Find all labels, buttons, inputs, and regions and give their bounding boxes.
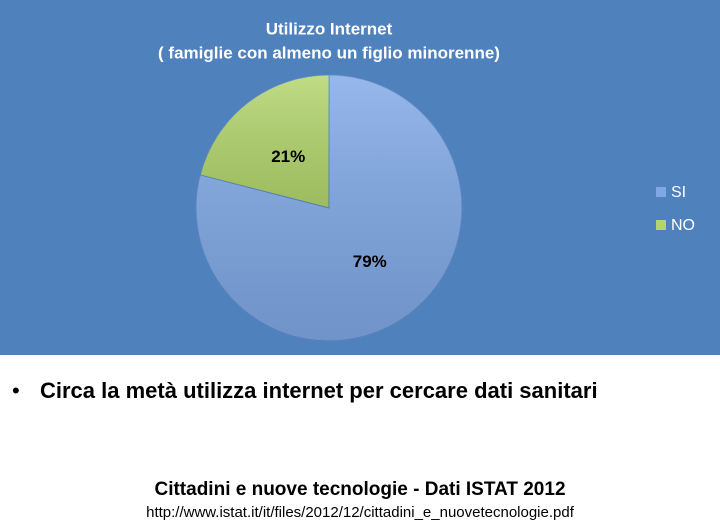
value-label: 79%: [353, 252, 387, 271]
chart-subtitle: ( famiglie con almeno un figlio minorenn…: [158, 43, 500, 62]
legend-swatch: [656, 187, 666, 197]
legend-swatch: [656, 220, 666, 230]
source-url: http://www.istat.it/it/files/2012/12/cit…: [146, 504, 575, 521]
legend-label: NO: [671, 217, 695, 234]
slice-shade: [200, 75, 329, 208]
bullet-text: Circa la metà utilizza internet per cerc…: [40, 378, 598, 403]
bullet-marker: •: [12, 378, 20, 403]
legend: SI NO: [656, 184, 695, 234]
pie: 79% 21%: [195, 74, 463, 342]
source-title: Cittadini e nuove tecnologie - Dati ISTA…: [154, 479, 565, 500]
chart-title: Utilizzo Internet: [266, 19, 393, 38]
legend-label: SI: [671, 184, 686, 201]
value-label: 21%: [271, 147, 305, 166]
